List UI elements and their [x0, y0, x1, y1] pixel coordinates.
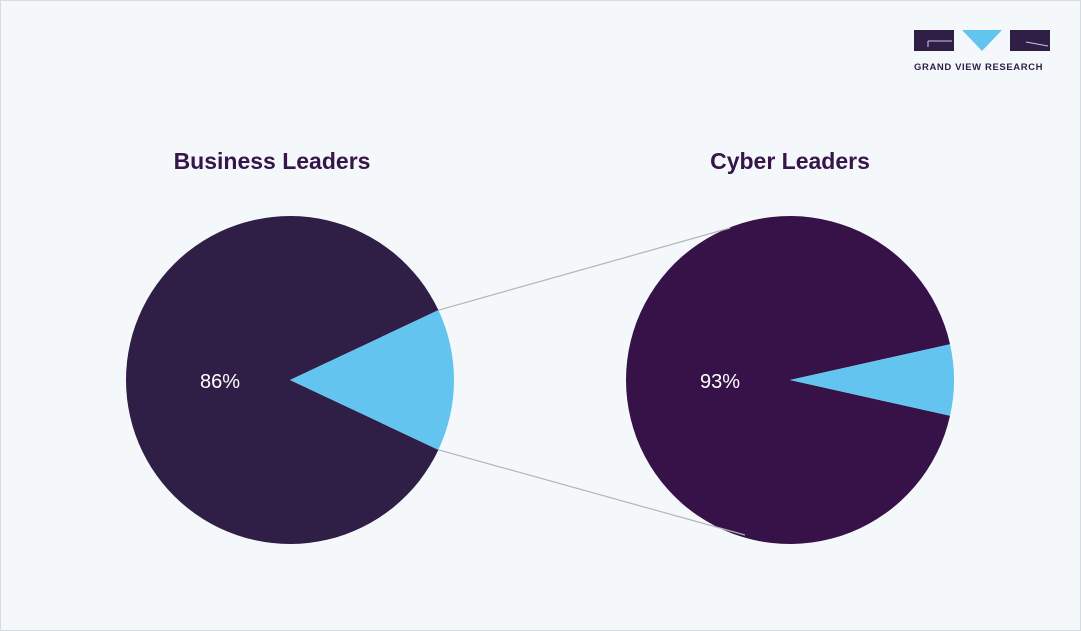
- connector-line-bottom: [438, 449, 746, 536]
- gvr-logo-icon: [914, 30, 1050, 51]
- business-leaders-title: Business Leaders: [173, 148, 371, 174]
- pie-slice-highlight: [290, 310, 454, 450]
- pie-data-label: 86%: [200, 371, 240, 393]
- pie-slice-main: [625, 215, 951, 544]
- pie-data-label: 93%: [700, 371, 740, 393]
- pie-slice-main: [125, 216, 439, 544]
- connector-line-top: [438, 227, 731, 311]
- logo-text: GRAND VIEW RESEARCH: [914, 62, 1044, 73]
- cyber-leaders-title: Cyber Leaders: [710, 148, 870, 174]
- grand-view-research-logo: GRAND VIEW RESEARCH: [914, 30, 1052, 73]
- pie-slice-highlight: [790, 344, 954, 416]
